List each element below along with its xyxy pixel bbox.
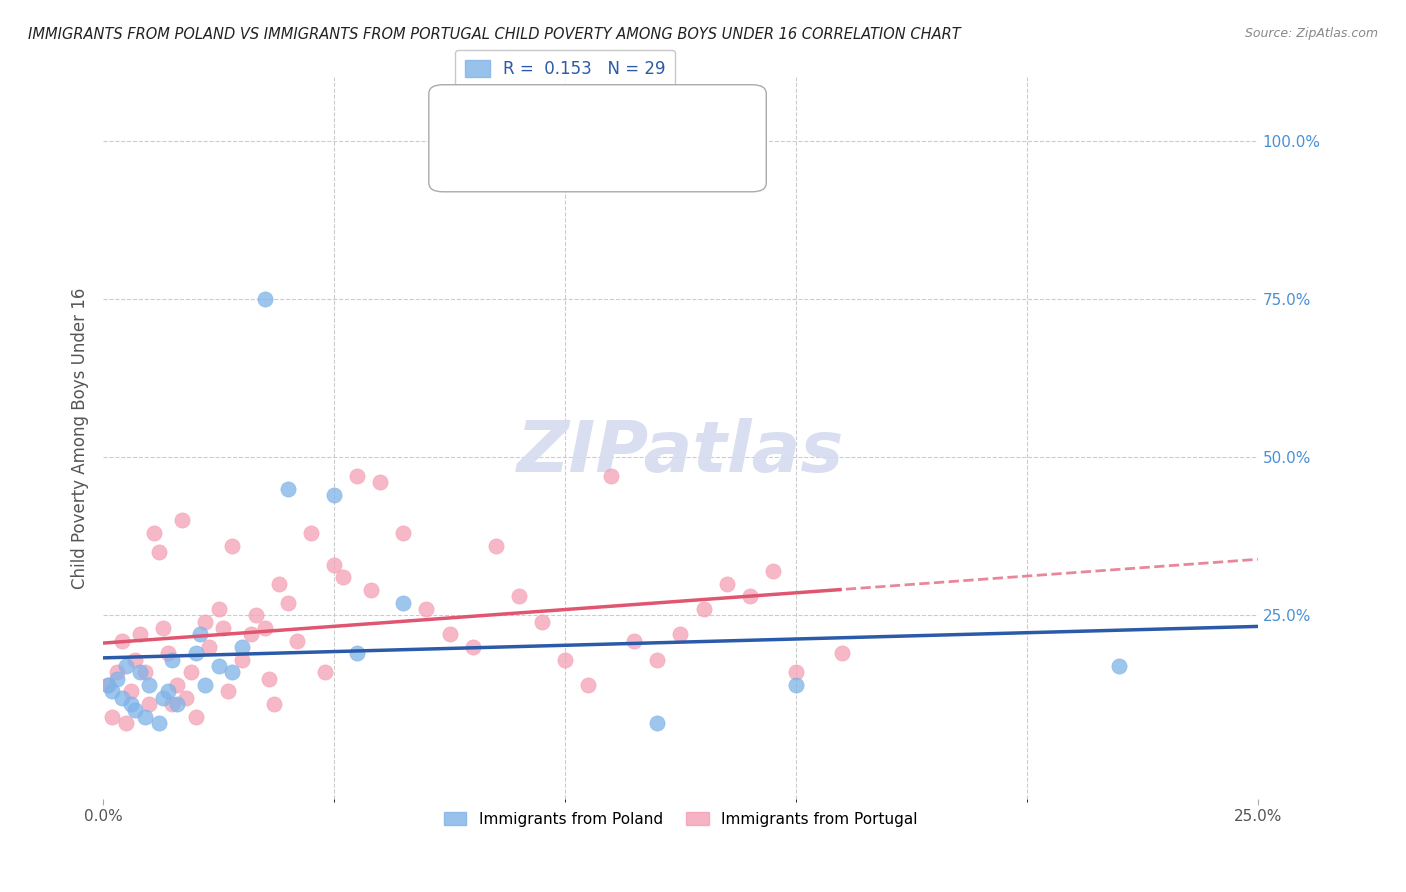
Point bbox=[221, 539, 243, 553]
Point bbox=[439, 627, 461, 641]
Point bbox=[148, 545, 170, 559]
Point bbox=[415, 602, 437, 616]
Text: ZIPatlas: ZIPatlas bbox=[517, 418, 844, 487]
Text: IMMIGRANTS FROM POLAND VS IMMIGRANTS FROM PORTUGAL CHILD POVERTY AMONG BOYS UNDE: IMMIGRANTS FROM POLAND VS IMMIGRANTS FRO… bbox=[28, 27, 960, 42]
Point bbox=[285, 633, 308, 648]
Point bbox=[299, 526, 322, 541]
Point bbox=[134, 709, 156, 723]
Point bbox=[166, 697, 188, 711]
Point bbox=[124, 703, 146, 717]
Point bbox=[785, 665, 807, 680]
Point bbox=[156, 684, 179, 698]
Point bbox=[212, 621, 235, 635]
Point bbox=[368, 475, 391, 490]
Point bbox=[152, 621, 174, 635]
Point bbox=[129, 665, 152, 680]
Point bbox=[253, 292, 276, 306]
Point bbox=[738, 590, 761, 604]
Point bbox=[1108, 659, 1130, 673]
Point bbox=[530, 615, 553, 629]
Point bbox=[207, 602, 229, 616]
Point bbox=[198, 640, 221, 654]
Point bbox=[245, 608, 267, 623]
Point bbox=[277, 482, 299, 496]
Point bbox=[259, 672, 281, 686]
Point bbox=[138, 678, 160, 692]
Point bbox=[277, 596, 299, 610]
Point bbox=[115, 715, 138, 730]
Point bbox=[508, 590, 530, 604]
Point bbox=[346, 469, 368, 483]
Point bbox=[110, 690, 132, 705]
Point bbox=[170, 513, 193, 527]
Point bbox=[174, 690, 197, 705]
Point bbox=[184, 709, 207, 723]
Text: Source: ZipAtlas.com: Source: ZipAtlas.com bbox=[1244, 27, 1378, 40]
Point bbox=[346, 646, 368, 660]
Point bbox=[180, 665, 202, 680]
Point bbox=[554, 652, 576, 666]
Point bbox=[785, 678, 807, 692]
Point bbox=[101, 709, 124, 723]
Point bbox=[188, 627, 211, 641]
Point bbox=[162, 697, 184, 711]
Point bbox=[166, 678, 188, 692]
Point bbox=[105, 672, 128, 686]
Point bbox=[669, 627, 692, 641]
Point bbox=[623, 633, 645, 648]
Point bbox=[120, 684, 142, 698]
Point bbox=[716, 576, 738, 591]
Point bbox=[323, 488, 346, 502]
Legend: Immigrants from Poland, Immigrants from Portugal: Immigrants from Poland, Immigrants from … bbox=[436, 804, 925, 835]
Point bbox=[332, 570, 354, 584]
Point bbox=[576, 678, 599, 692]
Point bbox=[129, 627, 152, 641]
Point bbox=[221, 665, 243, 680]
Point bbox=[110, 633, 132, 648]
Point bbox=[231, 652, 253, 666]
Point bbox=[231, 640, 253, 654]
Point bbox=[105, 665, 128, 680]
Point bbox=[101, 684, 124, 698]
Point bbox=[97, 678, 120, 692]
Point bbox=[314, 665, 336, 680]
Point bbox=[184, 646, 207, 660]
Point bbox=[461, 640, 484, 654]
Point bbox=[142, 526, 165, 541]
Point bbox=[647, 715, 669, 730]
Point bbox=[392, 526, 415, 541]
Point bbox=[360, 582, 382, 597]
Point bbox=[323, 558, 346, 572]
Point bbox=[267, 576, 290, 591]
Point bbox=[239, 627, 262, 641]
Point bbox=[120, 697, 142, 711]
Point bbox=[392, 596, 415, 610]
Point bbox=[647, 652, 669, 666]
Point bbox=[148, 715, 170, 730]
Point bbox=[762, 564, 785, 578]
Point bbox=[194, 615, 217, 629]
Point bbox=[115, 659, 138, 673]
Point bbox=[207, 659, 229, 673]
Point bbox=[253, 621, 276, 635]
Point bbox=[156, 646, 179, 660]
Y-axis label: Child Poverty Among Boys Under 16: Child Poverty Among Boys Under 16 bbox=[72, 287, 89, 589]
Point bbox=[692, 602, 714, 616]
Point bbox=[263, 697, 285, 711]
Point bbox=[97, 678, 120, 692]
Point bbox=[600, 469, 623, 483]
Point bbox=[124, 652, 146, 666]
Point bbox=[152, 690, 174, 705]
Point bbox=[134, 665, 156, 680]
Point bbox=[162, 652, 184, 666]
Point bbox=[217, 684, 239, 698]
Point bbox=[831, 646, 853, 660]
Point bbox=[194, 678, 217, 692]
Point bbox=[485, 539, 508, 553]
Point bbox=[138, 697, 160, 711]
